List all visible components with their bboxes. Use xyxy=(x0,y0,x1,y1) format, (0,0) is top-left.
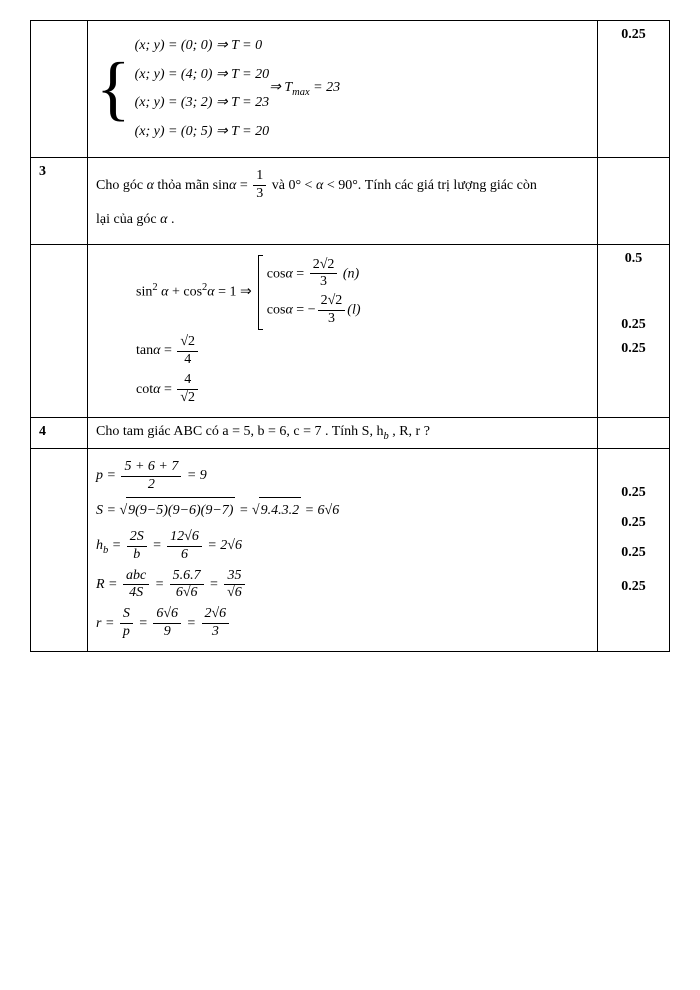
table-row: 3 Cho góc α thỏa mãn sinα = 13 và 0° < α… xyxy=(31,158,670,244)
content-cell: p = 5 + 6 + 72 = 9 S = √9(9−5)(9−6)(9−7)… xyxy=(88,448,598,651)
r-expr: r = Sp = 6√69 = 2√63 xyxy=(96,616,231,631)
case-line: (x; y) = (4; 0) ⇒ T = 20 xyxy=(135,62,270,89)
cos-case-n: cosα = 2√23 (n) xyxy=(267,257,361,292)
table-row: sin2 α + cos2α = 1 ⇒ cosα = 2√23 (n) cos… xyxy=(31,244,670,417)
content-cell: Cho tam giác ABC có a = 5, b = 6, c = 7 … xyxy=(88,417,598,448)
R-expr: R = abc4S = 5.6.76√6 = 35√6 xyxy=(96,577,247,592)
score-cell: 0.5 0.25 0.25 xyxy=(598,244,670,417)
table-row: { (x; y) = (0; 0) ⇒ T = 0 (x; y) = (4; 0… xyxy=(31,21,670,158)
cot-expr: cotα = 4√2 xyxy=(136,382,200,397)
content-cell: sin2 α + cos2α = 1 ⇒ cosα = 2√23 (n) cos… xyxy=(88,244,598,417)
hb-expr: hb = 2Sb = 12√66 = 2√6 xyxy=(96,538,242,553)
S-expr: S = √9(9−5)(9−6)(9−7) = √9.4.3.2 = 6√6 xyxy=(96,503,339,518)
bracket-icon xyxy=(258,255,263,330)
tan-expr: tanα = √24 xyxy=(136,343,200,358)
problem-number-cell: 4 xyxy=(31,417,88,448)
q3-text2: lại của góc α . xyxy=(96,212,175,227)
case-line: (x; y) = (0; 5) ⇒ T = 20 xyxy=(135,119,270,146)
content-cell: Cho góc α thỏa mãn sinα = 13 và 0° < α <… xyxy=(88,158,598,244)
score-cell: 0.25 0.25 0.25 0.25 xyxy=(598,448,670,651)
problem-number-cell xyxy=(31,244,88,417)
sin2-expr: sin2 α + cos2α = 1 ⇒ xyxy=(136,278,252,306)
problem-number-cell xyxy=(31,448,88,651)
score-cell xyxy=(598,417,670,448)
score-cell xyxy=(598,158,670,244)
q3-text: Cho góc α thỏa mãn sinα = 13 và 0° < α <… xyxy=(96,178,537,193)
score-cell: 0.25 xyxy=(598,21,670,158)
table-row: p = 5 + 6 + 72 = 9 S = √9(9−5)(9−6)(9−7)… xyxy=(31,448,670,651)
q4-text: Cho tam giác ABC có a = 5, b = 6, c = 7 … xyxy=(96,424,430,439)
case-line: (x; y) = (0; 0) ⇒ T = 0 xyxy=(135,33,270,60)
content-cell: { (x; y) = (0; 0) ⇒ T = 0 (x; y) = (4; 0… xyxy=(88,21,598,158)
cos-case-l: cosα = −2√23(l) xyxy=(267,293,361,328)
case-line: (x; y) = (3; 2) ⇒ T = 23 xyxy=(135,90,270,117)
solution-table: { (x; y) = (0; 0) ⇒ T = 0 (x; y) = (4; 0… xyxy=(30,20,670,652)
table-row: 4 Cho tam giác ABC có a = 5, b = 6, c = … xyxy=(31,417,670,448)
problem-number-cell xyxy=(31,21,88,158)
p-expr: p = 5 + 6 + 72 = 9 xyxy=(96,468,207,483)
brace-icon: { xyxy=(96,60,131,118)
tmax-result: ⇒ Tmax = 23 xyxy=(269,75,340,103)
problem-number-cell: 3 xyxy=(31,158,88,244)
